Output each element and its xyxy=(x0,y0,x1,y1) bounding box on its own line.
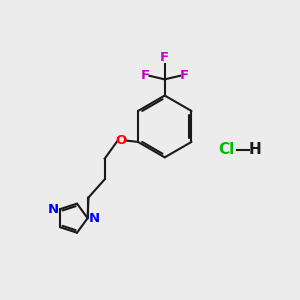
Text: O: O xyxy=(115,134,127,147)
Text: F: F xyxy=(160,51,169,64)
Text: F: F xyxy=(140,69,149,82)
Text: F: F xyxy=(180,69,189,82)
Text: N: N xyxy=(47,203,58,216)
Text: N: N xyxy=(89,212,100,225)
Text: H: H xyxy=(248,142,261,158)
Text: Cl: Cl xyxy=(218,142,235,158)
